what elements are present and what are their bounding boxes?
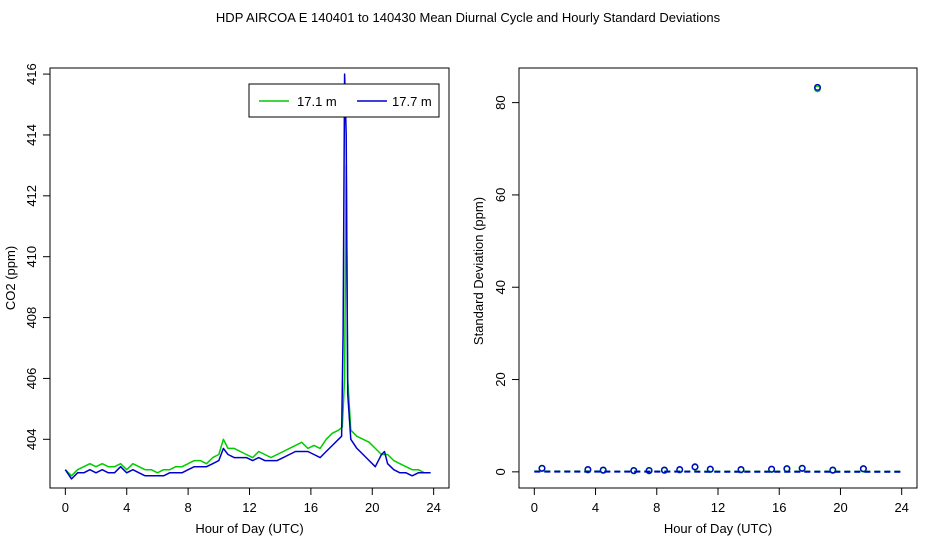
co2-x-tick-label: 20 bbox=[365, 500, 379, 515]
stddev-point-17-7-m bbox=[737, 466, 745, 474]
stddev-x-tick-label: 16 bbox=[772, 500, 786, 515]
stddev-y-tick-label: 0 bbox=[493, 468, 508, 475]
stddev-y-axis-label: Standard Deviation (ppm) bbox=[471, 197, 486, 345]
stddev-series-group bbox=[534, 83, 902, 475]
co2-series-line-17-1-m bbox=[64, 164, 431, 477]
co2-series-group bbox=[64, 73, 431, 480]
co2-x-axis: 0 4 8 12 16 20 24 bbox=[62, 487, 441, 515]
co2-x-tick-label: 4 bbox=[123, 500, 130, 515]
stddev-x-tick-label: 12 bbox=[711, 500, 725, 515]
legend: 17.1 m 17.7 m bbox=[248, 83, 440, 118]
co2-y-tick-label: 404 bbox=[24, 428, 39, 450]
co2-y-axis-label: CO2 (ppm) bbox=[3, 246, 18, 310]
stddev-x-tick-label: 20 bbox=[833, 500, 847, 515]
stddev-point-17-7-m bbox=[660, 466, 668, 474]
co2-y-tick-label: 406 bbox=[24, 368, 39, 390]
co2-y-tick-label: 412 bbox=[24, 185, 39, 207]
co2-series-line-17-7-m bbox=[64, 73, 431, 480]
stddev-point-17-7-m bbox=[829, 466, 837, 474]
stddev-point-17-7-m bbox=[768, 465, 776, 473]
legend-label-17-7m: 17.7 m bbox=[392, 94, 432, 109]
figure-title: HDP AIRCOA E 140401 to 140430 Mean Diurn… bbox=[216, 10, 721, 25]
stddev-x-tick-label: 0 bbox=[531, 500, 538, 515]
stddev-x-tick-label: 4 bbox=[592, 500, 599, 515]
co2-x-tick-label: 8 bbox=[184, 500, 191, 515]
stddev-point-17-7-m bbox=[798, 464, 806, 472]
stddev-plot-frame bbox=[518, 67, 918, 489]
stddev-x-axis-label: Hour of Day (UTC) bbox=[664, 521, 772, 536]
co2-y-tick-label: 414 bbox=[24, 124, 39, 146]
stddev-y-tick-label: 60 bbox=[493, 188, 508, 202]
stddev-y-tick-label: 20 bbox=[493, 372, 508, 386]
stddev-x-tick-label: 24 bbox=[894, 500, 908, 515]
co2-x-tick-label: 12 bbox=[242, 500, 256, 515]
stddev-point-17-7-m bbox=[859, 465, 867, 473]
stddev-y-axis: 0 20 40 60 80 bbox=[493, 95, 520, 475]
stddev-point-17-7-m bbox=[814, 83, 822, 91]
stddev-x-tick-label: 8 bbox=[653, 500, 660, 515]
co2-y-tick-label: 408 bbox=[24, 307, 39, 329]
co2-x-tick-label: 0 bbox=[62, 500, 69, 515]
co2-y-tick-label: 416 bbox=[24, 63, 39, 85]
co2-panel: 0 4 8 12 16 20 24 404 406 408 410 412 414 416 Hour o… bbox=[3, 63, 450, 536]
co2-y-axis: 404 406 408 410 412 414 416 bbox=[24, 63, 51, 450]
legend-label-17-1m: 17.1 m bbox=[297, 94, 337, 109]
co2-y-tick-label: 410 bbox=[24, 246, 39, 268]
co2-x-tick-label: 16 bbox=[304, 500, 318, 515]
stddev-point-17-7-m bbox=[691, 463, 699, 471]
co2-x-tick-label: 24 bbox=[426, 500, 440, 515]
stddev-y-tick-label: 40 bbox=[493, 280, 508, 294]
co2-x-axis-label: Hour of Day (UTC) bbox=[195, 521, 303, 536]
stddev-point-17-7-m bbox=[599, 466, 607, 474]
stddev-x-axis: 0 4 8 12 16 20 24 bbox=[531, 487, 909, 515]
stddev-y-tick-label: 80 bbox=[493, 95, 508, 109]
stddev-point-17-7-m bbox=[706, 465, 714, 473]
stddev-point-17-7-m bbox=[538, 464, 546, 472]
co2-plot-frame bbox=[49, 67, 450, 489]
